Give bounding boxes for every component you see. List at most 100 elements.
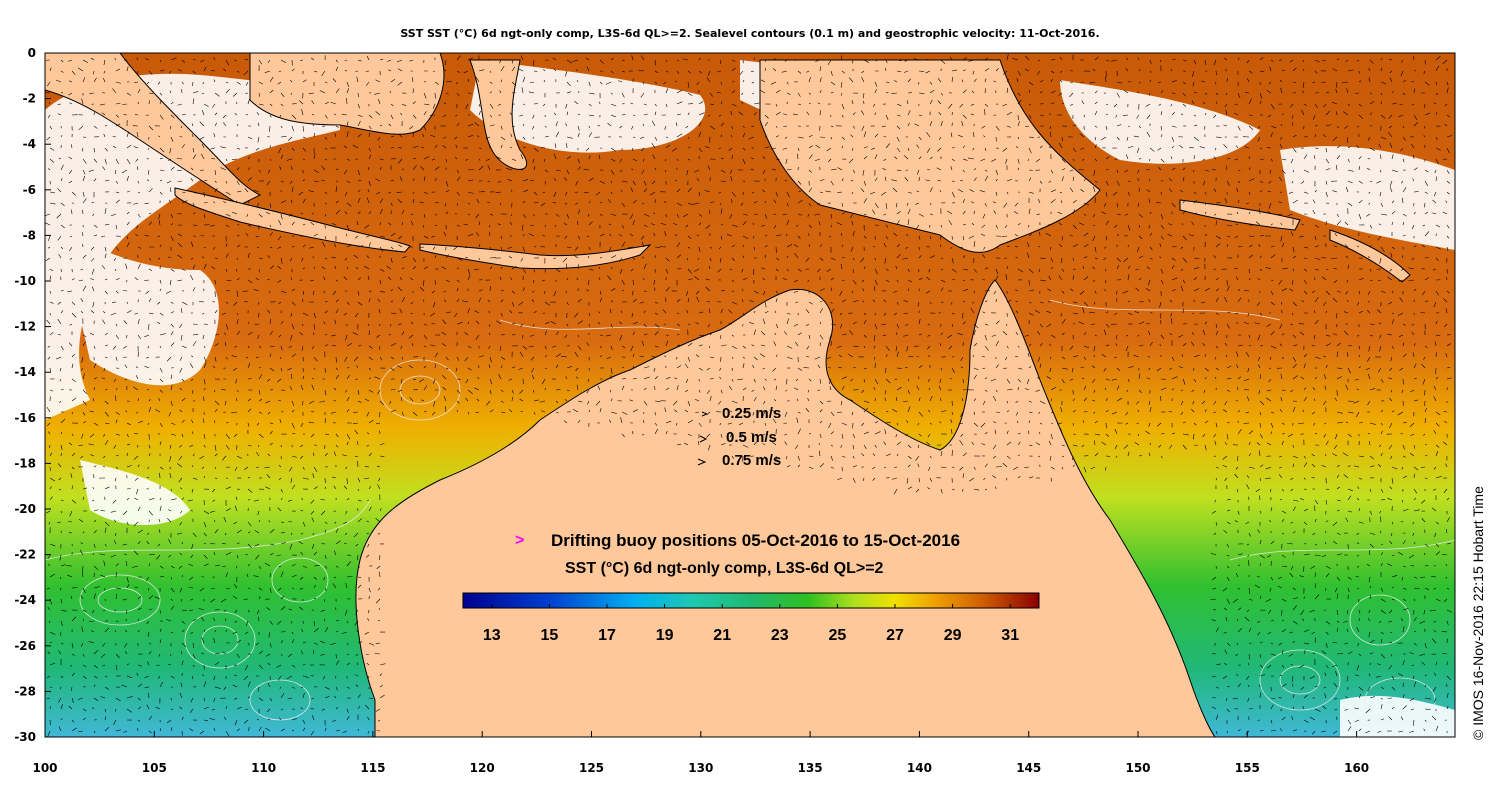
velocity-arrow	[1059, 79, 1063, 83]
velocity-arrow	[830, 180, 834, 186]
velocity-arrow	[1105, 180, 1109, 186]
velocity-arrow	[874, 154, 878, 160]
velocity-arrow	[104, 440, 109, 446]
velocity-arrow	[1149, 407, 1152, 413]
velocity-arrow	[92, 487, 95, 490]
velocity-arrow	[687, 323, 691, 325]
velocity-arrow	[1215, 376, 1217, 380]
velocity-arrow	[92, 398, 95, 402]
velocity-arrow	[610, 288, 616, 292]
velocity-arrow	[1435, 136, 1438, 141]
velocity-arrow	[992, 444, 997, 450]
velocity-arrow	[390, 289, 393, 292]
velocity-arrow	[159, 441, 162, 446]
velocity-arrow	[211, 266, 216, 270]
velocity-arrow	[104, 332, 109, 336]
velocity-arrow	[1368, 191, 1371, 194]
velocity-arrow	[454, 312, 458, 318]
velocity-arrow	[994, 429, 997, 435]
velocity-arrow	[893, 80, 898, 83]
velocity-arrow	[313, 486, 318, 490]
velocity-arrow	[397, 199, 403, 204]
velocity-arrow	[731, 90, 736, 94]
velocity-arrow	[115, 411, 120, 415]
velocity-arrow	[1290, 231, 1294, 237]
velocity-arrow	[1083, 232, 1089, 237]
velocity-arrow	[258, 59, 263, 65]
velocity-arrow	[896, 220, 900, 226]
velocity-arrow	[114, 169, 117, 174]
velocity-arrow	[121, 169, 128, 174]
velocity-arrow	[57, 301, 62, 305]
velocity-arrow	[1171, 167, 1176, 171]
velocity-arrow	[837, 477, 843, 481]
velocity-arrow	[508, 378, 513, 381]
velocity-arrow	[1050, 198, 1056, 204]
velocity-arrow	[1028, 208, 1031, 215]
velocity-arrow	[764, 455, 766, 459]
velocity-arrow	[968, 59, 975, 62]
velocity-arrow	[566, 246, 572, 249]
velocity-arrow	[610, 398, 613, 402]
velocity-arrow	[918, 411, 923, 417]
velocity-arrow	[1116, 257, 1121, 262]
velocity-arrow	[685, 125, 689, 129]
velocity-arrow	[1331, 257, 1338, 259]
velocity-arrow	[522, 287, 526, 292]
velocity-arrow	[1446, 191, 1450, 195]
velocity-arrow	[828, 422, 832, 429]
velocity-arrow	[574, 351, 579, 358]
velocity-arrow	[1135, 287, 1140, 292]
velocity-arrow	[1270, 125, 1277, 129]
velocity-arrow	[1002, 331, 1008, 336]
velocity-arrow	[1182, 342, 1187, 347]
velocity-arrow	[300, 212, 304, 215]
velocity-arrow	[610, 367, 613, 374]
velocity-arrow	[80, 298, 84, 303]
velocity-arrow	[1432, 268, 1437, 271]
velocity-arrow	[1244, 290, 1250, 292]
velocity-arrow	[1244, 92, 1250, 94]
velocity-arrow	[1424, 191, 1428, 194]
velocity-arrow	[82, 175, 86, 182]
velocity-arrow	[720, 389, 723, 394]
velocity-arrow	[830, 308, 835, 314]
velocity-arrow	[159, 367, 163, 373]
velocity-arrow	[830, 466, 835, 469]
velocity-arrow	[939, 343, 942, 347]
velocity-arrow	[126, 443, 131, 446]
velocity-arrow	[88, 443, 95, 446]
velocity-arrow	[742, 125, 745, 128]
velocity-arrow	[1127, 180, 1131, 183]
velocity-arrow	[841, 376, 847, 380]
velocity-arrow	[245, 81, 249, 86]
velocity-arrow	[247, 444, 252, 447]
velocity-arrow	[1391, 410, 1395, 413]
velocity-arrow	[1035, 389, 1041, 392]
velocity-arrow	[277, 279, 282, 284]
velocity-arrow	[148, 444, 151, 449]
velocity-arrow	[676, 344, 681, 347]
velocity-arrow	[873, 334, 876, 341]
velocity-arrow	[1028, 312, 1034, 316]
velocity-arrow	[731, 378, 734, 382]
velocity-arrow	[885, 92, 889, 94]
velocity-arrow	[770, 81, 777, 85]
velocity-arrow	[1259, 158, 1265, 161]
velocity-arrow	[544, 169, 549, 173]
velocity-arrow	[665, 257, 670, 262]
velocity-arrow	[1369, 245, 1372, 248]
velocity-arrow	[258, 213, 263, 218]
velocity-arrow	[71, 397, 77, 402]
velocity-arrow	[771, 168, 777, 171]
velocity-arrow	[368, 290, 372, 293]
velocity-arrow	[144, 202, 150, 205]
velocity-arrow	[179, 356, 183, 361]
velocity-arrow	[1114, 444, 1118, 450]
velocity-arrow	[631, 55, 634, 61]
velocity-arrow	[797, 136, 804, 139]
velocity-arrow	[1193, 354, 1200, 358]
velocity-arrow	[115, 323, 118, 327]
velocity-arrow	[1236, 211, 1239, 215]
velocity-arrow	[819, 409, 823, 413]
